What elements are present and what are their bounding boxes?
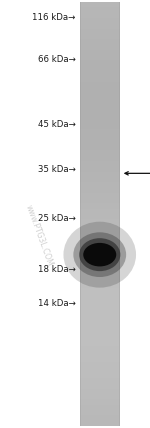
Bar [80,2,81,426]
Bar [80,198,120,203]
Bar [80,187,120,193]
Bar [80,246,120,251]
Bar [80,278,120,283]
Bar [80,256,120,262]
Bar [80,98,120,103]
Bar [80,182,120,187]
Bar [80,383,120,389]
Bar [80,2,120,7]
Bar [80,352,120,357]
Ellipse shape [83,243,116,266]
Bar [80,357,120,362]
Bar [80,336,120,341]
Bar [80,341,120,346]
Bar [80,251,120,256]
Bar [80,346,120,352]
Bar [80,140,120,145]
Bar [80,193,120,198]
Bar [80,50,120,55]
Text: www.PTG3L.COM: www.PTG3L.COM [24,203,54,268]
Bar [80,108,120,113]
Bar [80,309,120,315]
Text: 18 kDa→: 18 kDa→ [38,265,76,274]
Bar [80,219,120,225]
Bar [80,410,120,415]
Bar [80,18,120,24]
Bar [80,288,120,294]
Bar [80,23,120,29]
Bar [80,325,120,330]
Bar [80,209,120,214]
Bar [80,172,120,177]
Bar [80,129,120,134]
Ellipse shape [63,222,136,288]
Text: 35 kDa→: 35 kDa→ [38,164,76,174]
Bar [80,304,120,309]
Bar [80,7,120,13]
Bar [80,225,120,230]
Bar [80,113,120,119]
Text: 25 kDa→: 25 kDa→ [38,214,76,223]
Bar [80,45,120,50]
Bar [80,241,120,246]
Bar [80,235,120,241]
Text: 45 kDa→: 45 kDa→ [38,119,76,129]
Bar [80,103,120,108]
Bar [80,39,120,45]
Bar [80,294,120,299]
Bar [80,2,120,426]
Bar [80,378,120,383]
Bar [80,389,120,394]
Bar [80,177,120,182]
Bar [80,320,120,325]
Bar [80,330,120,336]
Bar [80,119,120,124]
Bar [80,362,120,368]
Bar [80,166,120,172]
Bar [80,161,120,166]
Bar [80,156,120,161]
Bar [80,267,120,272]
Bar [80,124,120,129]
Bar [80,315,120,320]
Text: 66 kDa→: 66 kDa→ [38,55,76,65]
Bar [80,373,120,378]
Bar [80,203,120,209]
Bar [80,76,120,82]
Bar [80,29,120,34]
Bar [80,214,120,219]
Bar [80,13,120,18]
Bar [80,394,120,399]
Bar [80,145,120,151]
Bar [80,299,120,304]
Bar [80,71,120,76]
Bar [80,230,120,235]
Ellipse shape [73,232,126,277]
Bar [80,272,120,278]
Bar [80,92,120,98]
Bar [80,34,120,39]
Bar [80,415,120,421]
Bar [80,134,120,140]
Text: 116 kDa→: 116 kDa→ [32,12,76,22]
Text: 14 kDa→: 14 kDa→ [38,299,76,309]
Bar [80,262,120,267]
Bar [80,87,120,92]
Bar [119,2,120,426]
Bar [80,399,120,405]
Bar [80,60,120,66]
Bar [80,150,120,156]
Ellipse shape [79,238,120,271]
Bar [80,65,120,71]
Bar [80,55,120,60]
Bar [80,82,120,87]
Bar [80,405,120,410]
Bar [80,368,120,373]
Bar [80,421,120,426]
Bar [80,283,120,288]
